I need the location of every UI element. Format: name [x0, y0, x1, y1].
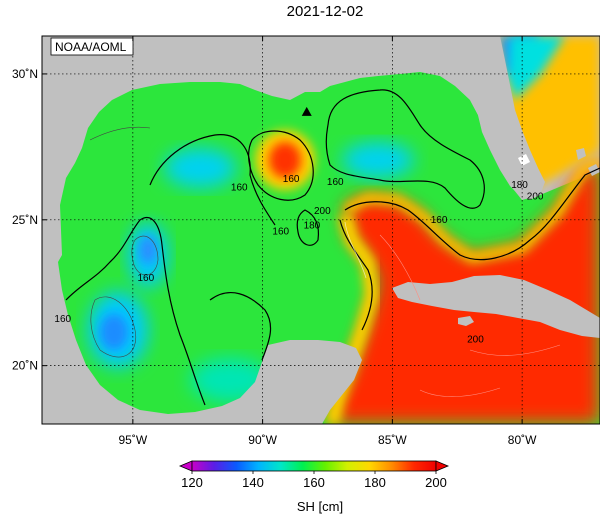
- credit-text: NOAA/AOML: [55, 40, 127, 54]
- contour-160-east: [325, 89, 485, 209]
- contour-label: 200: [314, 206, 331, 217]
- credit-background: [50, 37, 134, 56]
- colorbar-tick-label: 140: [242, 475, 264, 490]
- contour-thin-4: [419, 387, 501, 397]
- contour-thin-1: [89, 126, 151, 141]
- contour-160-north: [149, 134, 276, 226]
- cold-eddy-east: [342, 142, 414, 178]
- cuba: [392, 275, 600, 338]
- lat-tick-label: 20˚N: [12, 359, 38, 373]
- credit-box: NOAA/AOML: [50, 37, 134, 56]
- contour-label: 200: [467, 334, 484, 345]
- lat-tick-label: 25˚N: [12, 213, 38, 227]
- land-masses: [42, 36, 600, 424]
- lon-tick-label: 85˚W: [378, 433, 407, 447]
- graticule: [42, 36, 600, 424]
- contour-label: 160: [231, 183, 248, 194]
- contour-label: 160: [54, 314, 71, 325]
- cold-eddy-west-core: [100, 314, 128, 350]
- contour-thin-5: [90, 296, 137, 358]
- colorbar-tick-label: 200: [425, 475, 447, 490]
- contour-thin-6: [131, 235, 159, 276]
- contour-label: 160: [137, 273, 154, 284]
- colorbar-ticks: 120 140 160 180 200: [181, 471, 447, 490]
- sh-contours: [65, 89, 600, 406]
- colorbar-tick-label: 160: [303, 475, 325, 490]
- bahamas-2: [588, 164, 600, 176]
- us-gulf-coast: [42, 36, 500, 260]
- axes: 95˚W 90˚W 85˚W 80˚W 30˚N 25˚N 20˚N: [12, 36, 537, 447]
- contour-label: 160: [431, 215, 448, 226]
- lon-tick-label: 95˚W: [119, 433, 148, 447]
- colorbar-right-arrow: [435, 460, 450, 472]
- contour-label: 160: [272, 226, 289, 237]
- station-marker: [301, 106, 312, 116]
- contour-160-mid: [296, 209, 320, 246]
- contour-label: 180: [511, 180, 528, 191]
- colorbar-label: SH [cm]: [297, 499, 343, 514]
- contour-label: 160: [283, 174, 300, 185]
- cold-eddy-mid-core: [139, 236, 157, 264]
- contour-thin-3: [469, 344, 561, 356]
- colorbar-left-arrow: [178, 460, 193, 472]
- bahamas-1: [576, 148, 586, 160]
- contour-label: 200: [527, 191, 544, 202]
- isla-juventud: [458, 316, 474, 326]
- map-title: 2021-12-02: [287, 3, 364, 20]
- colorbar-tick-label: 120: [181, 475, 203, 490]
- lake-okeechobee: [518, 154, 530, 166]
- contour-label: 160: [327, 177, 344, 188]
- warm-rim: [342, 155, 600, 264]
- contour-160-eddy: [248, 130, 314, 201]
- colorbar-ramp: [191, 460, 437, 472]
- cold-eddy-north: [164, 148, 236, 188]
- lon-tick-label: 80˚W: [508, 433, 537, 447]
- contour-180-loop: [339, 219, 373, 331]
- warm-eddy-core: [269, 142, 301, 178]
- contour-160-south: [209, 291, 272, 361]
- plot-frame: [41, 35, 600, 425]
- mexico-coast: [42, 260, 362, 424]
- contour-160-west: [65, 217, 206, 406]
- lon-tick-label: 90˚W: [248, 433, 277, 447]
- contour-label: 180: [304, 221, 321, 232]
- colorbar: 120 140 160 180 200 SH [cm]: [178, 460, 450, 514]
- contour-thin-2: [379, 234, 421, 301]
- contour-200-loop: [344, 167, 600, 261]
- contour-200-south: [344, 221, 367, 279]
- colorbar-tick-label: 180: [364, 475, 386, 490]
- lat-tick-label: 30˚N: [12, 67, 38, 81]
